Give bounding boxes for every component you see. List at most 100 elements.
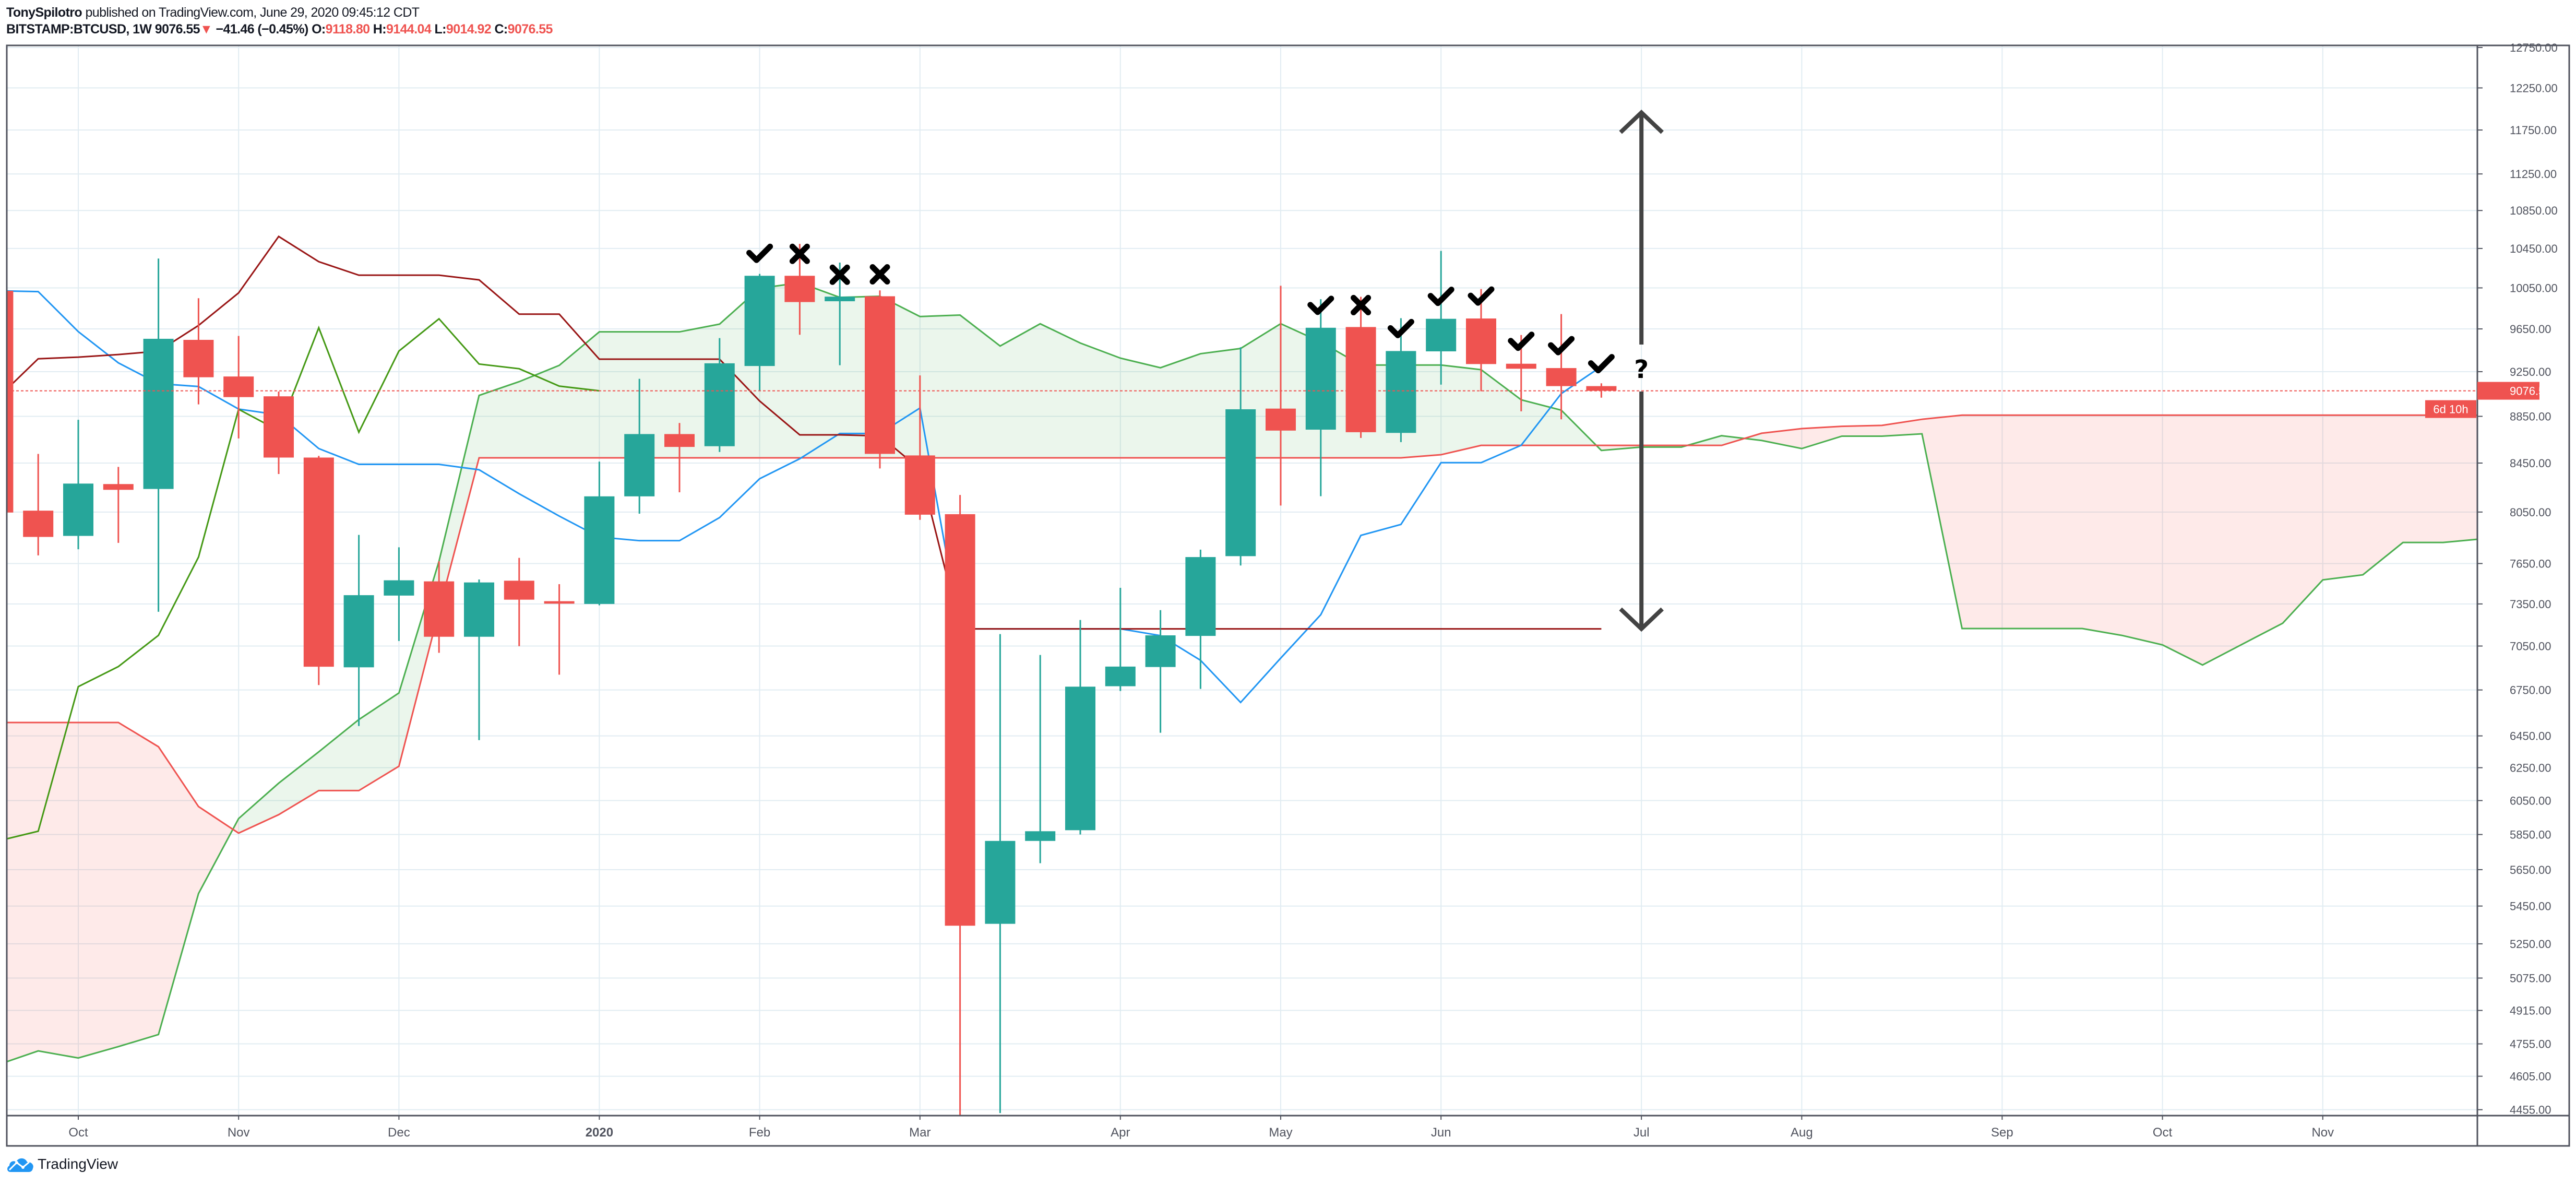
- candle-body: [825, 297, 855, 302]
- x-tick-label: May: [1269, 1126, 1292, 1140]
- cloud-segment: [2243, 415, 2283, 644]
- candle-body: [183, 340, 214, 377]
- publish-text: published on TradingView.com, June 29, 2…: [82, 5, 420, 20]
- last-price-badge: [2477, 382, 2539, 400]
- candle-up: [1426, 251, 1457, 385]
- candle-body: [23, 511, 54, 537]
- candle-body: [1266, 408, 1296, 431]
- cloud-segment: [198, 807, 239, 894]
- cloud-segment: [1962, 415, 2002, 629]
- cloud-segment: [78, 722, 118, 1058]
- cloud-segment: [1842, 425, 1882, 436]
- candle-body: [1586, 386, 1617, 391]
- candle-body: [343, 595, 374, 668]
- last-price: 9076.55: [154, 22, 200, 37]
- check-mark-icon: [1387, 318, 1414, 338]
- y-tick-label: 6750.00: [2510, 684, 2551, 697]
- y-tick-label: 10050.00: [2510, 281, 2558, 294]
- candle-up: [384, 547, 414, 641]
- candle-body: [303, 457, 334, 667]
- price-axis[interactable]: 12750.00 12250.00 11750.00 11250.00 10850.00…: [2425, 41, 2558, 1117]
- high-value: 9144.04: [386, 22, 432, 37]
- cloud-segment: [1120, 358, 1161, 458]
- check-mark-icon: [746, 243, 773, 263]
- last-price-label: 9076.55: [2510, 385, 2551, 398]
- candle-up: [985, 634, 1016, 1114]
- cloud-segment: [639, 331, 679, 458]
- cloud-segment: [1521, 399, 1561, 446]
- drawings: ?: [746, 110, 1664, 632]
- candle-up: [704, 338, 735, 452]
- x-tick-label: Aug: [1791, 1126, 1813, 1140]
- candle-body: [1506, 363, 1536, 369]
- cross-mark-icon: [829, 264, 850, 285]
- candle-body: [384, 580, 414, 596]
- candle-body: [1386, 351, 1416, 433]
- cloud-segment: [599, 331, 640, 458]
- tradingview-logo[interactable]: TradingView: [6, 1156, 118, 1173]
- x-tick-label: Oct: [68, 1126, 88, 1140]
- cloud-segment: [1802, 426, 1842, 449]
- candle-body: [784, 276, 815, 302]
- cloud-segment: [920, 315, 960, 458]
- cloud-segment: [238, 783, 279, 833]
- symbol-name: BITSTAMP:BTCUSD, 1W: [6, 22, 152, 37]
- y-tick-label: 7050.00: [2510, 640, 2551, 653]
- symbol-legend: BITSTAMP:BTCUSD, 1W 9076.55▼ −41.46 (−0.…: [6, 22, 553, 37]
- candle-up: [464, 579, 494, 740]
- candle-body: [865, 296, 895, 454]
- down-arrow-icon: ▼: [199, 22, 213, 37]
- senkou-span-b-line: [7, 414, 2477, 834]
- y-tick-label: 9250.00: [2510, 365, 2551, 378]
- candle-up: [1105, 588, 1136, 691]
- candle-body: [624, 434, 655, 496]
- cloud-segment: [158, 747, 199, 1035]
- candle-body: [103, 484, 134, 490]
- y-tick-label: 8050.00: [2510, 506, 2551, 519]
- candle-up: [1145, 610, 1176, 733]
- cloud-segment: [359, 693, 399, 791]
- x-tick-label: Oct: [2153, 1126, 2173, 1140]
- candle-body: [223, 376, 254, 397]
- publish-info: TonySpilotro published on TradingView.co…: [6, 5, 420, 20]
- cloud-segment: [2322, 415, 2363, 580]
- candle-body: [7, 291, 14, 513]
- cloud-segment: [519, 365, 559, 458]
- cloud-segment: [118, 722, 159, 1047]
- candle-body: [1065, 686, 1095, 831]
- candle-body: [945, 514, 975, 926]
- candle-body: [704, 363, 735, 446]
- candle-up: [584, 461, 615, 606]
- cloud-segment: [559, 331, 600, 458]
- y-tick-label: 11250.00: [2510, 168, 2557, 181]
- cloud-segment: [2162, 415, 2203, 665]
- check-mark-icon: [1588, 354, 1615, 374]
- candle-down: [1345, 297, 1376, 438]
- cloud-segment: [2443, 415, 2477, 543]
- cloud-segment: [318, 719, 359, 791]
- cloud-segment: [2122, 415, 2163, 645]
- candle-up: [1185, 549, 1216, 689]
- candle-down: [784, 244, 815, 335]
- cloud-segment: [479, 382, 519, 458]
- cloud-segment: [279, 752, 319, 815]
- candle-down: [103, 467, 134, 543]
- author-name[interactable]: TonySpilotro: [6, 5, 82, 20]
- candle-down: [945, 495, 975, 1116]
- candle-down: [1546, 314, 1577, 420]
- cloud-segment: [2202, 415, 2243, 665]
- candle-down: [264, 391, 294, 474]
- close-value: 9076.55: [507, 22, 553, 37]
- candle-body: [1305, 327, 1336, 430]
- y-tick-label: 5450.00: [2510, 900, 2551, 913]
- cloud-segment: [2403, 415, 2443, 543]
- candle-body: [424, 581, 455, 637]
- grid: [7, 45, 2477, 1116]
- kijun-sen-line: [7, 235, 1602, 630]
- y-tick-label: 5075.00: [2510, 972, 2551, 985]
- x-tick-label: Sep: [1991, 1126, 2013, 1140]
- time-axis[interactable]: Oct Nov Dec 2020 Feb Mar Apr May Jun Jul Aug Sep Oct…: [68, 1116, 2334, 1140]
- candle-down: [424, 561, 455, 653]
- x-tick-label: Dec: [388, 1126, 410, 1140]
